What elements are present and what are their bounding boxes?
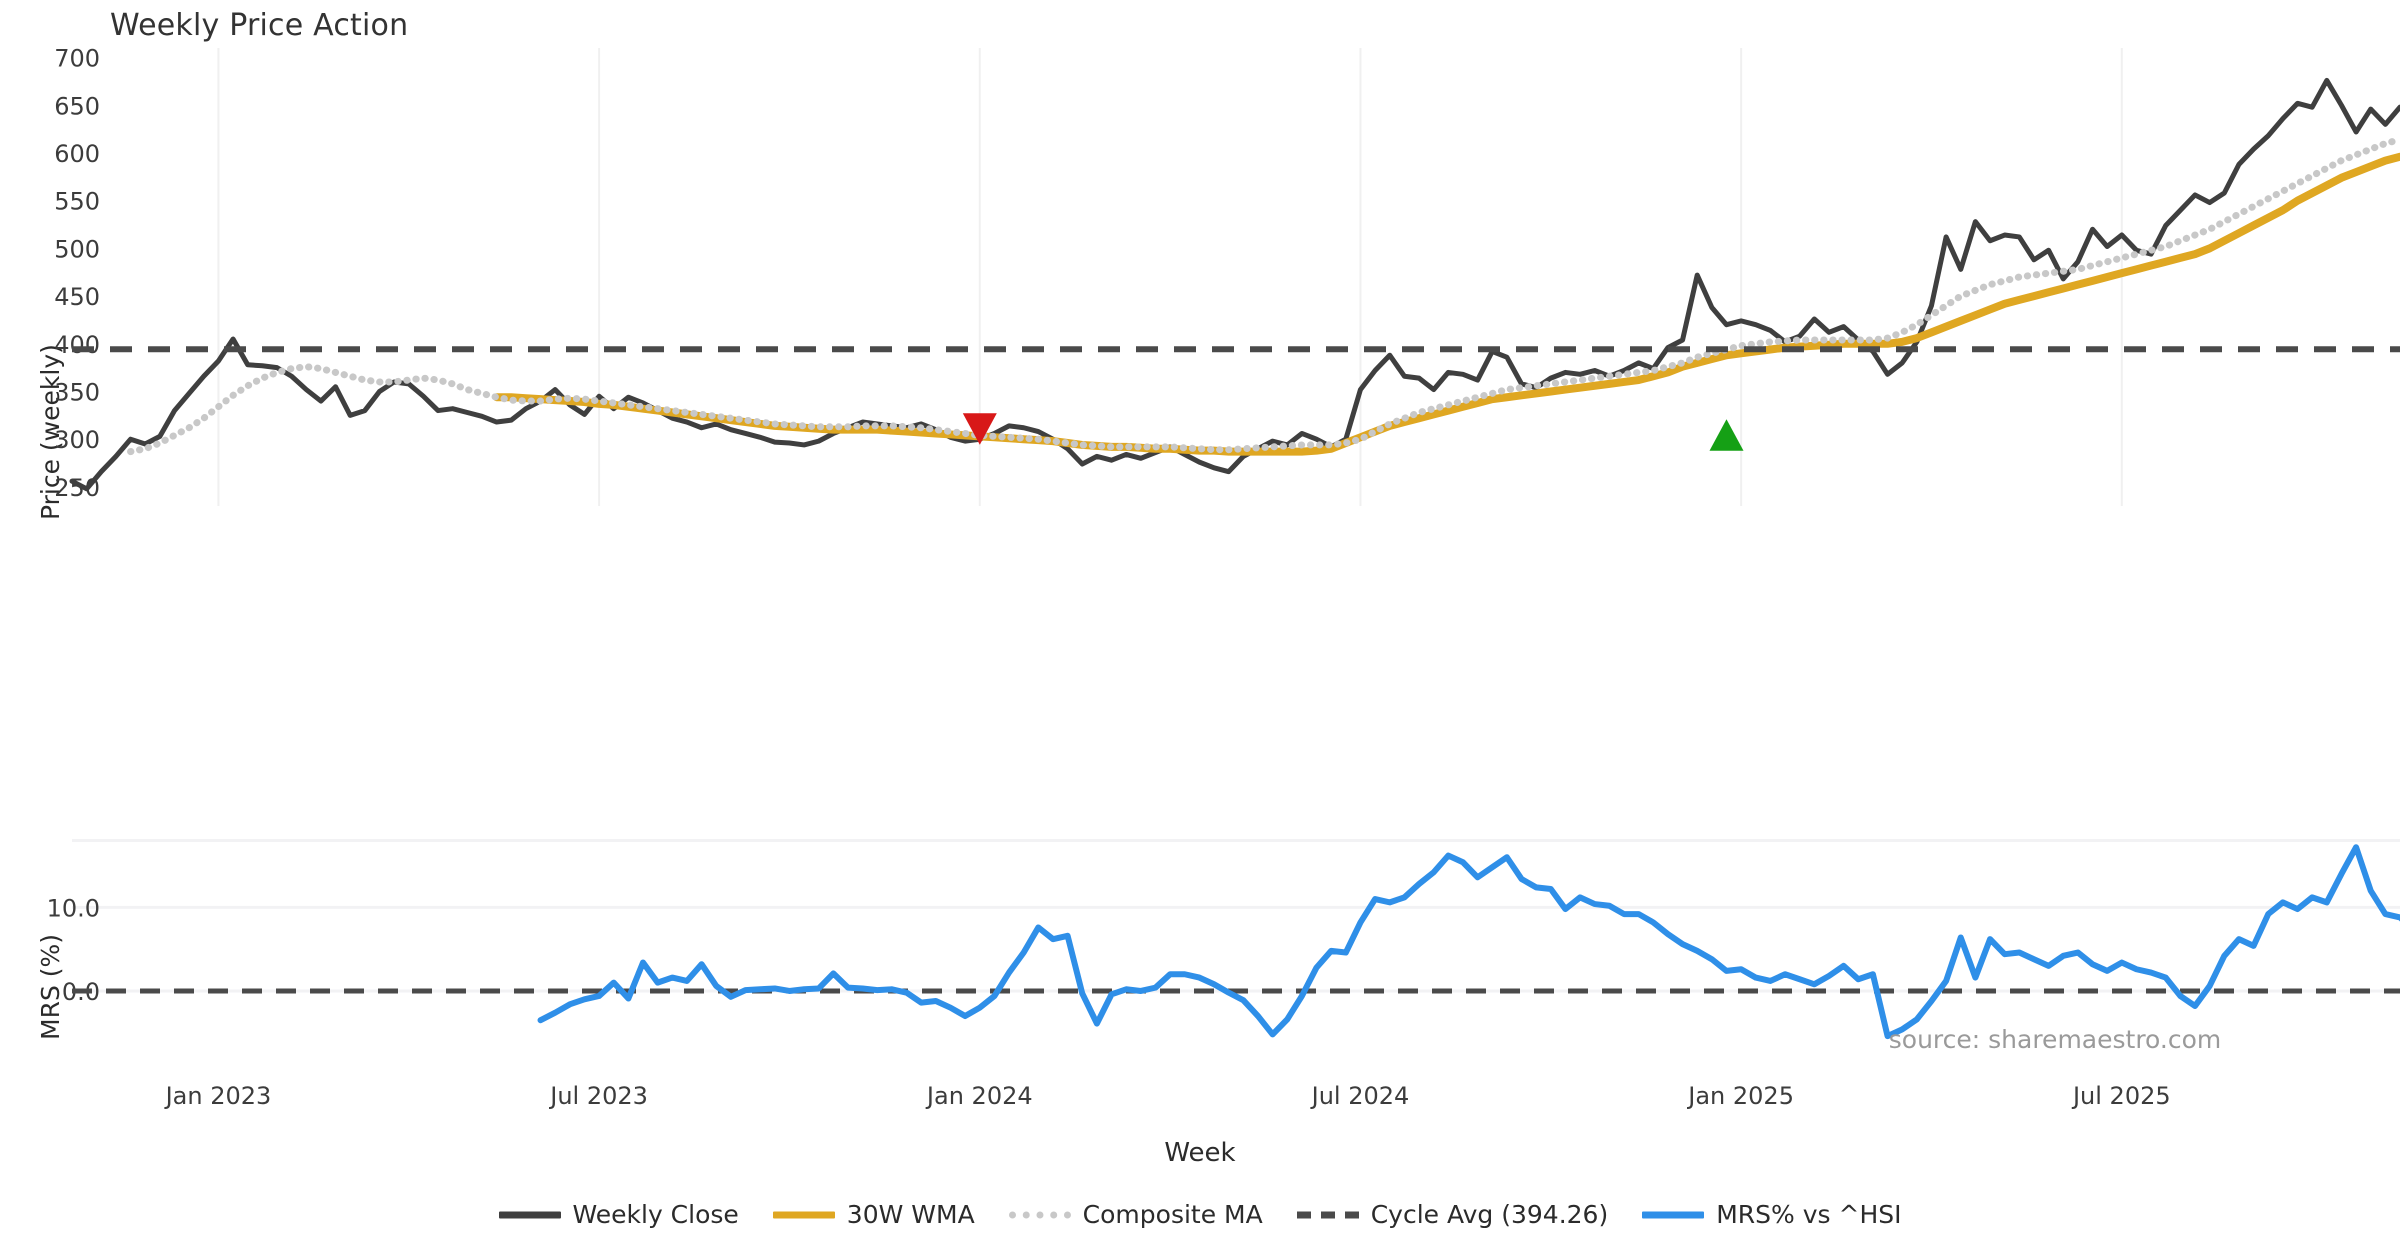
price-y-tick-label: 650 xyxy=(54,92,100,120)
price-y-tick-label: 700 xyxy=(54,45,100,73)
mrs-y-ticks: 0.010.0 xyxy=(47,894,100,1006)
x-axis-tick-label: Jan 2025 xyxy=(1686,1082,1794,1110)
price-series-group xyxy=(69,77,2400,492)
signal-markers xyxy=(962,413,1744,451)
line-dashed-icon xyxy=(1296,1204,1359,1226)
x-axis-tick-label: Jan 2023 xyxy=(164,1082,272,1110)
legend-item-label: 30W WMA xyxy=(846,1200,975,1229)
legend-item-label: Cycle Avg (394.26) xyxy=(1370,1200,1609,1229)
buy-signal-marker-icon xyxy=(1709,419,1744,451)
line-dotted-icon xyxy=(1008,1204,1071,1226)
page-title: Weekly Price Action xyxy=(110,8,409,43)
legend-item-label: Weekly Close xyxy=(572,1200,739,1229)
legend-item-weekly-close[interactable]: Weekly Close xyxy=(498,1200,739,1229)
series-line-weekly-close xyxy=(69,77,2400,492)
sell-signal-marker-icon xyxy=(962,413,997,445)
line-solid-icon xyxy=(498,1204,561,1226)
legend-item-label: MRS% vs ^HSI xyxy=(1716,1200,1902,1229)
price-y-tick-label: 350 xyxy=(54,379,100,407)
price-y-tick-label: 450 xyxy=(54,283,100,311)
x-axis-tick-label: Jul 2025 xyxy=(2071,1082,2171,1110)
legend-item-composite-ma[interactable]: Composite MA xyxy=(1008,1200,1263,1229)
x-axis-ticks: Jan 2023 Jul 2023 Jan 2024 Jul 2024 Jan 2025… xyxy=(164,1082,2171,1110)
chart-legend: Weekly Close 30W WMA Composite MA Cycle Avg… xyxy=(0,1200,2400,1229)
legend-item-label: Composite MA xyxy=(1082,1200,1263,1229)
mrs-y-tick-label: 10.0 xyxy=(47,894,100,922)
x-axis-tick-label: Jul 2023 xyxy=(548,1082,648,1110)
x-axis-tick-label: Jan 2024 xyxy=(925,1082,1033,1110)
price-y-tick-label: 550 xyxy=(54,188,100,216)
source-watermark: source: sharemaestro.com xyxy=(1889,1025,2222,1054)
line-solid-icon xyxy=(1642,1204,1705,1226)
price-y-tick-label: 500 xyxy=(54,235,100,263)
price-y-tick-label: 400 xyxy=(54,331,100,359)
grid-lines xyxy=(72,48,2400,993)
series-line-composite-ma xyxy=(127,136,2400,456)
x-axis-tick-label: Jul 2024 xyxy=(1310,1082,1410,1110)
legend-item-30w-wma[interactable]: 30W WMA xyxy=(772,1200,975,1229)
line-solid-icon xyxy=(772,1204,835,1226)
legend-item-mrs-vs-hsi[interactable]: MRS% vs ^HSI xyxy=(1642,1200,1902,1229)
legend-item-cycle-avg-394-26[interactable]: Cycle Avg (394.26) xyxy=(1296,1200,1609,1229)
series-line-mrs xyxy=(537,844,2400,1040)
price-y-tick-label: 600 xyxy=(54,140,100,168)
reference-lines xyxy=(72,346,2400,994)
mrs-series-group xyxy=(537,844,2400,1040)
price-y-tick-label: 300 xyxy=(54,426,100,454)
x-axis-label: Week xyxy=(1164,1138,1236,1168)
